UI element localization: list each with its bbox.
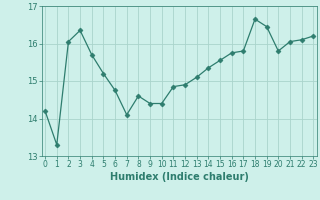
X-axis label: Humidex (Indice chaleur): Humidex (Indice chaleur) bbox=[110, 172, 249, 182]
